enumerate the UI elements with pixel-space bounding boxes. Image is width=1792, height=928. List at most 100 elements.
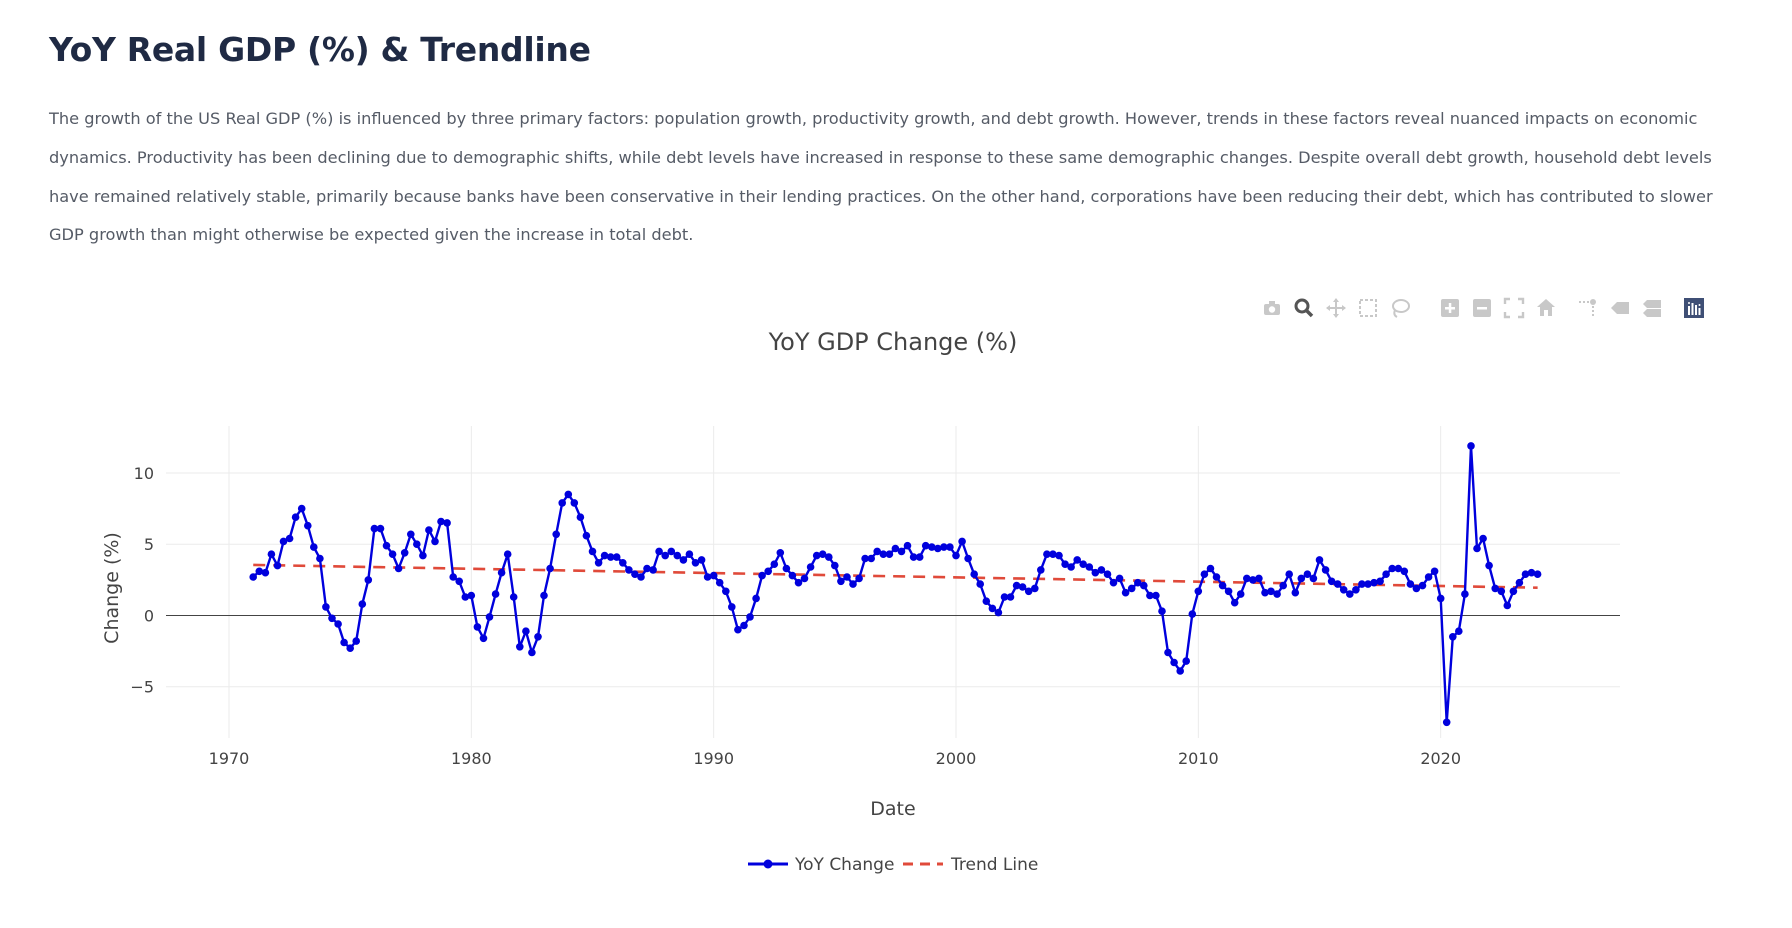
y-axis-title: Change (%) <box>101 532 123 644</box>
zoom-button[interactable] <box>1290 294 1318 322</box>
data-point <box>988 604 997 613</box>
series-layer <box>249 442 1542 727</box>
data-point <box>1152 591 1160 600</box>
data-point <box>915 553 924 561</box>
legend-item-trend-line[interactable]: Trend Line <box>903 855 1038 875</box>
data-point <box>1055 551 1063 560</box>
data-point <box>1176 667 1184 675</box>
data-point <box>928 543 936 551</box>
data-point <box>1043 550 1051 558</box>
data-point <box>425 526 433 534</box>
data-point <box>1200 570 1209 578</box>
data-point <box>1533 570 1542 578</box>
data-point <box>770 560 779 568</box>
data-point <box>1249 576 1257 584</box>
data-point <box>1230 598 1239 607</box>
reset-axes-button[interactable] <box>1532 294 1560 322</box>
data-point <box>261 568 270 577</box>
lasso-select-button[interactable] <box>1386 294 1414 322</box>
data-point <box>340 638 348 647</box>
data-point <box>673 551 682 560</box>
data-point <box>1164 648 1172 657</box>
chart-legend[interactable]: YoY Change Trend Line <box>748 855 1038 875</box>
data-point <box>346 644 355 652</box>
data-point <box>1012 581 1021 590</box>
data-point <box>1412 584 1421 593</box>
data-point <box>576 513 585 521</box>
x-tick-label: 2010 <box>1178 749 1219 768</box>
camera-button[interactable] <box>1258 294 1286 322</box>
hover-compare-button[interactable] <box>1638 294 1666 322</box>
data-point <box>1497 587 1506 596</box>
zoom-out-button[interactable] <box>1468 294 1496 322</box>
data-point <box>1255 574 1263 583</box>
autoscale-button[interactable] <box>1500 294 1528 322</box>
spike-lines-button[interactable] <box>1574 294 1602 322</box>
chart-svg[interactable]: 1970 1980 1990 2000 2010 2020 −5 0 5 10 YoY GDP C… <box>0 320 1792 920</box>
data-point <box>697 556 706 564</box>
data-point <box>443 519 451 527</box>
pan-button[interactable] <box>1322 294 1350 322</box>
data-point <box>328 614 336 623</box>
data-point <box>709 571 718 580</box>
data-point <box>528 648 536 657</box>
hover-closest-button[interactable] <box>1606 294 1634 322</box>
data-point <box>334 620 342 628</box>
data-point <box>1000 593 1009 601</box>
data-point <box>1188 610 1197 618</box>
data-point <box>637 573 645 581</box>
data-point <box>867 554 875 563</box>
data-point <box>310 543 318 551</box>
data-point <box>752 594 760 603</box>
data-point <box>619 559 627 567</box>
data-point <box>940 543 948 551</box>
data-point <box>1158 607 1166 615</box>
zoom-in-button[interactable] <box>1436 294 1464 322</box>
data-point <box>485 613 494 621</box>
legend-item-yoy-change[interactable]: YoY Change <box>748 855 894 875</box>
data-point <box>1291 588 1300 597</box>
data-point <box>1224 587 1233 596</box>
data-point <box>715 578 724 587</box>
zoom-out-icon <box>1473 299 1491 317</box>
data-point <box>661 551 669 560</box>
data-point <box>540 591 548 600</box>
data-point <box>1297 574 1306 583</box>
data-point <box>825 553 833 561</box>
data-point <box>994 608 1003 617</box>
data-point <box>728 603 736 611</box>
data-point <box>1006 593 1015 601</box>
data-point <box>1436 594 1445 603</box>
data-point <box>588 547 597 556</box>
data-point <box>831 561 839 570</box>
box-select-button[interactable] <box>1354 294 1382 322</box>
reset-axes-icon <box>1537 299 1555 316</box>
data-point <box>740 621 748 630</box>
data-point <box>304 521 312 530</box>
data-point <box>909 553 918 561</box>
data-point <box>297 504 306 513</box>
data-point <box>794 578 803 587</box>
pan-icon <box>1326 298 1346 318</box>
data-point <box>534 633 542 641</box>
data-point <box>1352 586 1360 594</box>
data-point <box>522 627 530 635</box>
data-point <box>1170 658 1178 667</box>
data-point <box>873 547 881 556</box>
x-tick-label: 1990 <box>693 749 734 768</box>
data-point <box>625 566 633 574</box>
zoom-in-icon <box>1441 299 1459 317</box>
data-point <box>1146 591 1154 600</box>
plotly-logo-button[interactable] <box>1680 294 1708 322</box>
data-point <box>703 573 712 581</box>
data-point <box>497 568 506 577</box>
data-point <box>400 549 409 557</box>
data-point <box>1315 556 1324 564</box>
data-point <box>1333 580 1342 588</box>
data-point <box>1509 587 1518 596</box>
data-point <box>1031 584 1039 593</box>
data-point <box>855 574 863 583</box>
data-point <box>1024 587 1033 596</box>
data-point <box>1194 587 1203 596</box>
data-point <box>473 623 482 631</box>
